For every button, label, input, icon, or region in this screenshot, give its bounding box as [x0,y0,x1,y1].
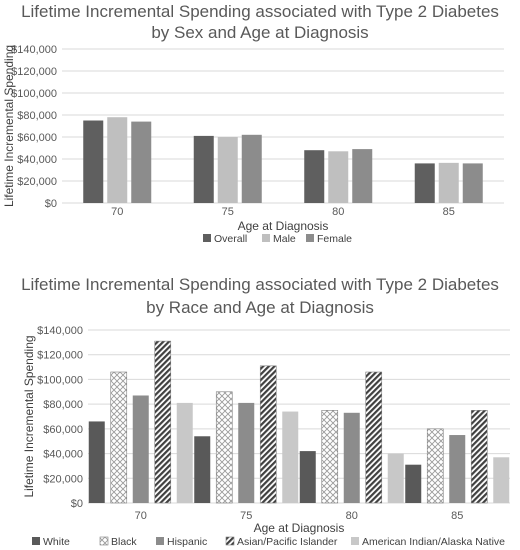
chart-title-line-1: Lifetime Incremental Spending associated… [21,2,499,21]
y-tick-label: $120,000 [37,350,83,362]
bar-hispanic-75 [238,402,255,503]
legend-label-asian-pacific-islander: Asian/Pacific Islander [237,536,338,548]
x-tick-label: 85 [443,206,455,218]
x-axis-label: Age at Diagnosis [254,521,345,535]
bar-overall-75 [193,135,214,203]
y-tick-label: $20,000 [43,473,83,485]
x-tick-label: 80 [346,510,358,522]
bar-white-70 [88,421,105,503]
y-tick-label: $140,000 [37,325,83,337]
y-tick-label: $100,000 [37,374,83,386]
x-tick-label: 75 [240,510,252,522]
bar-male-75 [217,137,238,203]
bar-hispanic-85 [449,435,466,503]
legend-label-female: Female [317,233,352,245]
legend-label-overall: Overall [214,233,247,245]
bar-female-85 [462,163,483,203]
y-tick-label: $0 [71,498,83,510]
chart-title-line-2: by Sex and Age at Diagnosis [151,23,368,42]
bar-black-85 [426,428,444,504]
bar-american-indian-alaska-native-80 [387,453,404,503]
legend-label-american-indian-alaska-native: American Indian/Alaska Native [362,536,505,548]
y-tick-label: $80,000 [43,399,83,411]
bar-american-indian-alaska-native-85 [493,457,510,503]
x-tick-label: 75 [222,206,234,218]
y-tick-label: $60,000 [17,132,57,144]
bar-black-70 [110,371,128,504]
y-tick-label: $20,000 [17,176,57,188]
y-axis-label: Lifetime Incremental Spending [2,45,16,207]
chart-title-line-2: by Race and Age at Diagnosis [146,298,374,317]
legend-swatch-female [306,234,314,242]
y-tick-label: $60,000 [43,424,83,436]
bar-black-75 [215,391,233,504]
bar-white-80 [299,451,316,503]
bar-black-80 [321,410,339,504]
legend-swatch-hispanic [156,537,164,545]
legend-swatch-asian-pacific-islander [225,536,235,546]
bar-white-85 [405,464,422,503]
chart-race-age: Lifetime Incremental Spending associated… [21,275,510,548]
bar-asian-pacific-islander-70 [154,340,172,504]
bar-hispanic-80 [343,412,360,503]
legend-label-hispanic: Hispanic [167,536,207,548]
x-tick-label: 70 [111,206,123,218]
y-tick-label: $0 [45,198,57,210]
bar-white-75 [194,436,211,503]
legend-swatch-male [262,234,270,242]
bar-american-indian-alaska-native-75 [282,411,299,503]
bar-american-indian-alaska-native-70 [176,402,193,503]
x-axis-label: Age at Diagnosis [238,219,329,233]
bar-asian-pacific-islander-80 [365,371,383,504]
legend-swatch-american-indian-alaska-native [351,537,359,545]
bar-hispanic-70 [132,395,149,503]
y-tick-label: $80,000 [17,110,57,122]
bar-male-80 [328,151,349,203]
y-axis-label: Lifetime Incremental Spending [22,335,36,497]
chart-sex-age: Lifetime Incremental Spending associated… [2,2,504,245]
bar-asian-pacific-islander-75 [259,365,277,504]
bar-overall-80 [304,150,325,203]
y-tick-label: $120,000 [11,66,57,78]
legend-swatch-overall [203,234,211,242]
bar-female-75 [241,134,262,203]
legend-label-white: White [43,536,70,548]
chart-title-line-1: Lifetime Incremental Spending associated… [21,275,499,294]
legend-label-male: Male [273,233,296,245]
y-tick-label: $40,000 [43,449,83,461]
y-tick-label: $40,000 [17,154,57,166]
y-tick-label: $140,000 [11,44,57,56]
bar-overall-70 [83,120,104,203]
y-tick-label: $100,000 [11,88,57,100]
legend-swatch-black [99,536,109,546]
bar-asian-pacific-islander-85 [470,410,488,504]
bar-female-80 [352,149,373,203]
bar-male-70 [107,117,128,203]
x-tick-label: 70 [135,510,147,522]
bar-female-70 [131,121,152,203]
bar-overall-85 [414,163,435,203]
x-tick-label: 80 [332,206,344,218]
x-tick-label: 85 [451,510,463,522]
bar-male-85 [438,162,459,203]
legend-label-black: Black [111,536,137,548]
legend-swatch-white [32,537,40,545]
